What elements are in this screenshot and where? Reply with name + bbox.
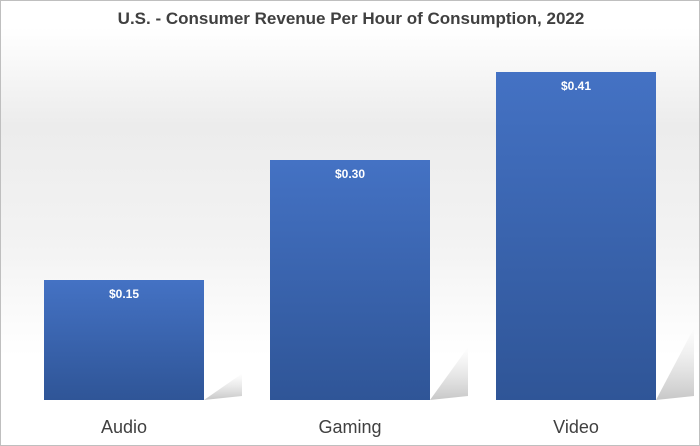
bar-audio [44,280,204,400]
category-label-video: Video [553,417,599,437]
category-label-audio: Audio [101,417,147,437]
data-label-video: $0.41 [561,79,591,93]
bar-video [496,72,656,400]
category-label-gaming: Gaming [318,417,381,437]
bar-shadow-video [656,327,694,400]
data-label-gaming: $0.30 [335,167,365,181]
bar-shadow-audio [204,373,242,400]
bar-shadow-gaming [430,347,468,400]
bar-gaming [270,160,430,400]
chart-title: U.S. - Consumer Revenue Per Hour of Cons… [117,9,585,28]
data-label-audio: $0.15 [109,287,139,301]
